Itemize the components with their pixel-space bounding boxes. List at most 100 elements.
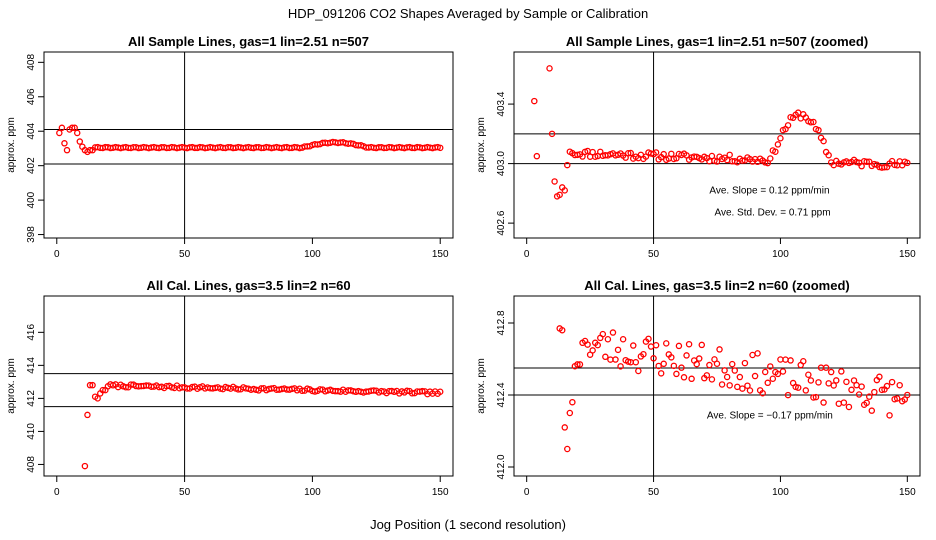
data-point: [820, 137, 827, 145]
data-point: [713, 360, 721, 368]
data-point: [531, 97, 538, 105]
data-point: [640, 350, 647, 358]
data-point: [904, 159, 911, 167]
data-point: [576, 361, 584, 368]
y-tick-label: 414: [26, 357, 37, 374]
data-point: [904, 391, 911, 399]
data-point: [893, 395, 901, 402]
data-point: [619, 335, 627, 343]
data-point: [734, 383, 741, 391]
x-tick-label: 0: [54, 249, 60, 260]
data-points: [81, 381, 444, 470]
data-point: [569, 398, 576, 406]
data-point: [675, 342, 683, 350]
data-point: [749, 351, 756, 359]
data-point: [855, 391, 863, 398]
data-point: [843, 378, 850, 386]
y-tick-label: 416: [26, 324, 37, 341]
data-point: [564, 161, 571, 169]
data-point: [655, 362, 662, 370]
data-point: [772, 148, 779, 155]
x-tick-label: 0: [524, 249, 530, 260]
data-point: [718, 381, 726, 388]
data-point: [838, 368, 845, 375]
data-point: [726, 382, 733, 389]
data-point: [61, 140, 68, 147]
data-point: [94, 395, 101, 402]
data-point: [612, 356, 619, 363]
data-points: [531, 65, 911, 200]
data-point: [802, 387, 810, 394]
data-point: [558, 326, 566, 334]
data-point: [68, 124, 76, 132]
data-point: [822, 364, 830, 371]
panel-title: All Cal. Lines, gas=3.5 lin=2 n=60: [146, 278, 350, 293]
data-point: [815, 126, 822, 134]
panel-cal-zoomed: All Cal. Lines, gas=3.5 lin=2 n=60 (zoom…: [476, 278, 921, 498]
data-point: [599, 330, 607, 338]
data-point: [731, 367, 739, 374]
data-point: [825, 151, 832, 159]
data-point: [777, 134, 784, 142]
data-point: [805, 371, 812, 378]
data-point: [652, 149, 660, 156]
data-point: [881, 164, 888, 171]
data-point: [744, 382, 751, 389]
plot-frame: [43, 51, 454, 239]
data-point: [825, 380, 832, 387]
x-tick-label: 50: [648, 249, 660, 260]
y-tick-label: 400: [26, 191, 37, 208]
data-point: [858, 162, 865, 170]
data-point: [751, 372, 759, 380]
data-point: [604, 335, 612, 343]
data-point: [774, 141, 782, 148]
data-point: [835, 400, 843, 407]
data-point: [769, 375, 777, 383]
data-point: [726, 151, 733, 159]
data-point: [784, 391, 792, 399]
x-tick-label: 150: [899, 487, 916, 498]
x-tick-label: 100: [772, 487, 789, 498]
y-tick-label: 402.6: [496, 210, 507, 235]
panel-title: All Sample Lines, gas=1 lin=2.51 n=507 (…: [566, 34, 868, 49]
y-tick-label: 406: [26, 88, 37, 105]
data-point: [76, 138, 84, 145]
data-point: [419, 387, 426, 395]
data-point: [713, 158, 721, 165]
data-point: [761, 368, 769, 376]
x-tick-label: 150: [432, 249, 449, 260]
data-point: [764, 379, 772, 387]
y-tick-label: 403.0: [496, 151, 507, 176]
data-point: [868, 407, 876, 414]
data-point: [876, 373, 883, 381]
data-point: [660, 360, 667, 368]
data-point: [647, 343, 655, 350]
data-point: [827, 368, 835, 376]
data-point: [810, 118, 817, 126]
annotation: Ave. Std. Dev. = 0.71 ppm: [714, 208, 830, 219]
data-point: [807, 377, 815, 384]
y-axis-label: approx. ppm: [6, 358, 17, 414]
data-point: [630, 342, 637, 349]
y-axis-label: approx. ppm: [6, 117, 17, 173]
data-point: [891, 161, 898, 169]
panel-cal-full: All Cal. Lines, gas=3.5 lin=2 n=60 0 50 100…: [6, 278, 454, 498]
data-point: [888, 378, 896, 386]
data-point: [663, 340, 670, 347]
data-point: [695, 355, 703, 362]
data-point: [670, 362, 678, 370]
data-point: [579, 153, 586, 160]
data-point: [739, 385, 746, 392]
data-point: [830, 382, 837, 389]
data-point: [777, 356, 784, 363]
data-point: [741, 359, 749, 367]
data-point: [767, 155, 774, 162]
data-point: [794, 384, 802, 391]
data-point: [602, 353, 609, 361]
data-point: [89, 381, 96, 389]
data-point: [668, 354, 675, 361]
data-point: [561, 424, 569, 431]
data-point: [736, 373, 744, 381]
data-point: [706, 361, 713, 369]
panel-title: All Sample Lines, gas=1 lin=2.51 n=507: [128, 34, 369, 49]
